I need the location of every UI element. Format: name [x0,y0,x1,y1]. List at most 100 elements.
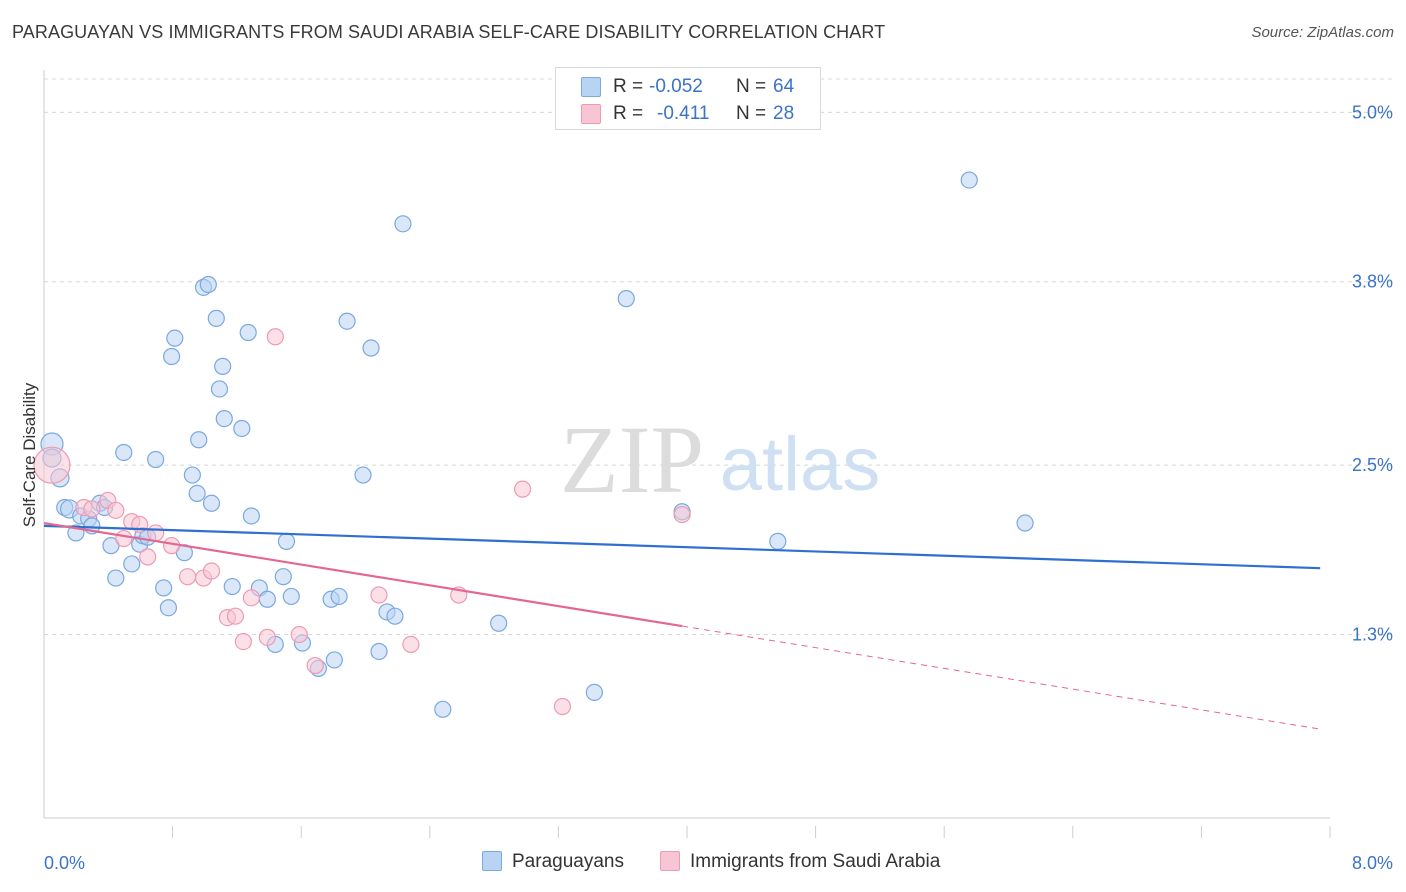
y-tick-labels: 1.3% 2.5% 3.8% 5.0% [1352,102,1393,644]
data-point-blue [115,443,133,462]
y-tick-label: 5.0% [1352,102,1393,122]
data-point-blue [490,614,508,632]
trend-line-pink-extension [682,625,1321,730]
data-point-blue [434,700,452,718]
bottom-legend-swatch-pink [660,851,680,871]
data-point-blue [166,329,184,347]
data-point-blue [223,577,241,596]
data-point-blue [274,568,292,586]
bottom-legend-label: Paraguayans [512,851,624,872]
chart-title: PARAGUAYAN VS IMMIGRANTS FROM SAUDI ARAB… [12,22,886,42]
data-point-blue [239,323,257,342]
data-point-pink [234,632,253,651]
data-point-blue [210,380,229,398]
data-point-blue [188,484,206,502]
data-point-blue [214,357,232,375]
legend-row-saudi: R = -0.411 N = 28 [556,101,820,127]
data-point-blue [362,339,380,357]
legend-r-label: R = [613,76,644,97]
data-point-pink [370,586,388,604]
watermark: ZIP atlas [560,406,880,513]
data-point-blue [258,590,276,608]
data-point-blue [330,587,348,606]
data-point-blue [277,532,296,550]
data-point-blue [159,599,178,617]
chart-source: Source: ZipAtlas.com [1251,24,1394,41]
data-point-blue [190,431,208,449]
series-blue [40,171,1034,718]
data-point-blue [1016,514,1034,532]
data-point-pink [553,697,572,716]
data-point-blue [617,290,635,308]
trend-line-pink [43,521,683,628]
x-tick-label-max: 8.0% [1352,853,1393,873]
legend-swatch-blue [581,77,601,97]
legend-swatch-pink [581,104,601,124]
data-point-pink [33,446,71,484]
y-tick-label: 3.8% [1352,272,1393,292]
legend-n-value: 28 [773,103,795,124]
data-point-blue [183,466,201,484]
legend-n-label: N = [736,76,767,97]
data-point-pink [202,562,221,580]
y-axis-label: Self-Care Disability [20,382,39,528]
data-point-blue [163,347,181,366]
data-point-blue [370,642,388,661]
data-point-pink [178,568,197,586]
legend-r-value: -0.052 [649,76,703,97]
legend-r-value: -0.411 [657,103,710,124]
bottom-legend-label: Immigrants from Saudi Arabia [690,851,941,872]
legend-r-label: R = [613,103,644,124]
y-tick-label: 2.5% [1352,455,1393,475]
data-point-pink [306,656,324,675]
data-point-pink [115,529,133,548]
data-point-blue [386,607,404,625]
x-ticks [172,826,1331,838]
data-point-blue [233,419,251,438]
data-point-blue [199,275,217,294]
data-point-pink [513,480,532,498]
data-point-pink [147,524,165,542]
data-point-pink [242,589,260,607]
data-point-blue [242,507,260,525]
data-point-blue [123,555,141,573]
data-point-blue [325,651,343,669]
data-point-blue [354,466,372,484]
x-tick-label-min: 0.0% [44,853,85,873]
data-point-blue [215,409,233,428]
legend-n-value: 64 [773,76,795,97]
data-point-pink [107,501,125,519]
bottom-legend-paraguayans: Paraguayans [482,851,624,873]
data-point-blue [960,171,978,189]
data-point-blue [282,587,300,606]
data-point-pink [673,505,691,524]
data-point-pink [258,628,276,646]
data-point-blue [338,312,356,330]
data-point-blue [585,683,603,701]
watermark-zip: ZIP [560,406,704,513]
legend-row-paraguayans: R = -0.052 N = 64 [556,74,820,100]
data-point-blue [394,215,412,233]
data-point-blue [155,579,173,597]
trend-lines [43,521,1321,730]
stats-legend: R = -0.052 N = 64 R = -0.411 N = 28 [555,67,821,130]
bottom-legend-saudi: Immigrants from Saudi Arabia [660,851,940,873]
data-point-blue [207,309,225,327]
bottom-legend-swatch-blue [482,851,502,871]
data-points [33,171,1034,718]
data-point-pink [226,607,245,625]
data-point-pink [266,328,284,346]
data-point-pink [402,635,420,654]
series-pink [33,328,691,716]
data-point-blue [769,532,787,550]
data-point-pink [139,548,157,566]
gridlines [44,78,1392,636]
data-point-pink [290,625,308,644]
data-point-blue [107,569,125,587]
legend-n-label: N = [736,103,767,124]
data-point-blue [147,450,165,469]
data-point-pink [83,500,101,518]
trend-line-blue [43,524,1321,570]
y-tick-label: 1.3% [1352,625,1393,645]
